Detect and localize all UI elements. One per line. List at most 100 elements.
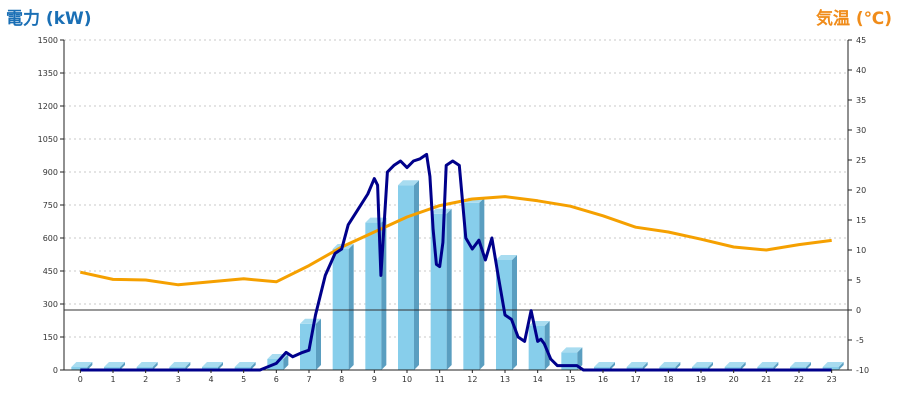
x-tick-label: 10 [402,375,412,384]
left-tick-label: 600 [43,234,58,243]
bar-top [757,362,779,367]
x-tick-label: 15 [565,375,575,384]
x-tick-label: 2 [143,375,148,384]
bar-top [234,362,256,367]
left-tick-label: 1200 [38,102,58,111]
bar-top [594,362,615,367]
bar-face [561,352,578,370]
x-tick-label: 5 [241,375,246,384]
x-tick-label: 7 [306,375,311,384]
x-tick-label: 19 [696,375,706,384]
right-tick-label: 30 [856,126,866,135]
bar-side [414,180,419,370]
left-tick-label: 750 [43,201,58,210]
bar-side [773,362,779,370]
x-tick-label: 20 [729,375,739,384]
bar-top [71,362,93,367]
bar-side [348,244,354,370]
bar-top [202,362,223,367]
x-tick-label: 13 [500,375,510,384]
left-tick-label: 450 [43,267,58,276]
bar [332,244,354,370]
bar-side [87,362,93,370]
right-tick-label: -10 [856,366,869,375]
bar-side [283,354,289,370]
right-tick-label: 15 [856,216,866,225]
left-tick-label: 900 [43,168,58,177]
x-tick-label: 4 [208,375,213,384]
bar-side [152,362,158,370]
bar-top [561,347,583,353]
left-tick-label: 0 [53,366,58,375]
x-tick-label: 14 [533,375,543,384]
bar-top [626,362,648,367]
bar-side [512,255,517,370]
right-tick-label: 5 [856,276,861,285]
x-tick-label: 6 [274,375,279,384]
bar-top [169,362,191,367]
bar-side [642,362,648,370]
bar-top [790,362,811,367]
power-line [80,152,832,372]
bar-side [250,362,256,370]
bar-side [185,362,191,370]
left-tick-label: 300 [43,300,58,309]
x-tick-label: 17 [631,375,641,384]
x-tick-label: 23 [827,375,837,384]
bar [528,321,550,370]
left-tick-label: 1350 [38,69,58,78]
bar-top [659,362,681,367]
bar-top [692,362,713,367]
bar [71,362,93,370]
bar-side [479,197,485,370]
bar-top [398,180,419,186]
x-tick-label: 22 [794,375,804,384]
right-tick-label: 25 [856,156,866,165]
bar-face [365,222,382,370]
bar-face [528,326,545,370]
x-tick-label: 3 [176,375,181,384]
bar-side [316,318,321,370]
x-tick-label: 12 [467,375,477,384]
bar-side [120,362,125,370]
left-axis-title: 電力 (kW) [6,9,92,29]
bar-top [365,217,387,223]
bar-side [218,362,223,370]
bar-face [71,367,88,370]
bar [496,255,517,370]
right-tick-label: 35 [856,96,866,105]
right-tick-label: 10 [856,246,866,255]
right-tick-label: 45 [856,36,866,45]
right-tick-label: 40 [856,66,866,75]
bar [463,197,485,370]
bar-side [708,362,713,370]
x-tick-label: 1 [110,375,115,384]
right-tick-label: -5 [856,336,864,345]
x-tick-label: 0 [78,375,83,384]
right-axis-title: 気温 (℃) [815,9,892,29]
bar-top [496,255,517,260]
bar-side [675,362,681,370]
x-tick-label: 16 [598,375,608,384]
bar-side [544,321,550,370]
bar-side [806,362,811,370]
x-tick-label: 9 [372,375,377,384]
right-tick-label: 20 [856,186,866,195]
x-tick-label: 21 [761,375,771,384]
temperature-line [79,195,832,287]
bar [398,180,419,370]
left-tick-label: 1500 [38,36,58,45]
bar-side [740,362,746,370]
bar-side [610,362,615,370]
x-tick-label: 18 [663,375,673,384]
bar-side [446,208,452,370]
bar-face [398,185,414,370]
bar-side [577,347,583,370]
bar-top [136,362,158,367]
left-tick-label: 1050 [38,135,58,144]
x-tick-label: 11 [435,375,445,384]
bar-top [104,362,125,367]
bar-side [838,362,844,370]
